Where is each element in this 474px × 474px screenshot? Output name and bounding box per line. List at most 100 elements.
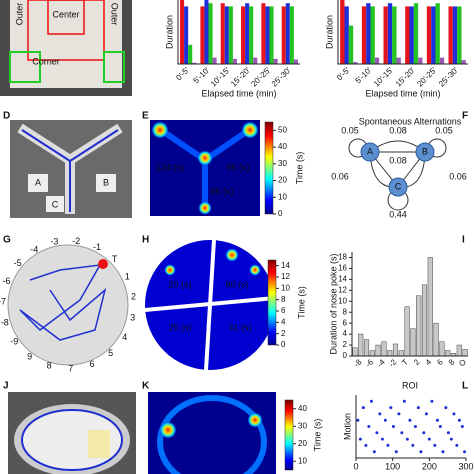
point	[405, 437, 409, 441]
bar	[381, 341, 387, 357]
bar	[452, 6, 458, 64]
diagram-title: Spontaneous Alternations	[359, 116, 462, 126]
point	[457, 418, 461, 422]
x-tick-label: 300	[458, 461, 473, 471]
bar	[261, 3, 266, 64]
bar	[363, 339, 370, 357]
x-tick-label: -6	[364, 357, 376, 369]
point	[367, 425, 371, 428]
bar	[439, 341, 445, 357]
x-tick-label: 4	[424, 357, 434, 367]
edge-label: 0.06	[449, 171, 467, 181]
bar	[387, 3, 393, 64]
heatmap-e	[150, 120, 260, 216]
bar	[433, 322, 439, 357]
x-tick-label: -2	[387, 357, 399, 369]
point	[446, 431, 450, 435]
bar	[273, 58, 278, 64]
panel-letter: F	[462, 111, 468, 122]
colorbar-tick-label: 10	[278, 192, 287, 201]
x-tick-label: 100	[385, 461, 400, 471]
y-axis-label: Duration	[324, 15, 334, 49]
heatmap-h	[144, 239, 276, 371]
point	[378, 412, 382, 416]
hole-label: -9	[10, 337, 18, 347]
hole-label: 6	[89, 359, 94, 369]
point	[422, 431, 426, 435]
node-label: C	[395, 181, 402, 191]
open-field-photo	[0, 0, 132, 96]
x-tick-label: 10'-15'	[209, 65, 232, 88]
y-tick-label: 2	[343, 340, 348, 349]
bar	[204, 0, 209, 64]
bar	[410, 328, 416, 357]
colorbar	[284, 399, 294, 471]
point	[394, 450, 398, 454]
panel-letter: K	[142, 381, 150, 392]
bar	[431, 6, 436, 64]
x-tick-label: 10'-15'	[372, 65, 395, 88]
colorbar-tick-label: 50	[278, 125, 287, 134]
heatmap-label: 124 (s)	[156, 162, 184, 172]
x-tick-label: 0'-5'	[335, 65, 352, 82]
heatmap-label: 86 (s)	[210, 186, 233, 196]
hole-label: -1	[93, 242, 101, 252]
edge-label: 0.06	[331, 171, 349, 181]
hole-label: T	[112, 254, 118, 264]
edge-label: 0.44	[389, 209, 407, 219]
point	[411, 443, 415, 447]
hole-label: 2	[131, 291, 136, 301]
colorbar-tick-label: 0	[281, 340, 286, 349]
bar	[396, 57, 401, 64]
bar	[253, 57, 258, 64]
x-tick-label: 6	[435, 357, 445, 367]
bar	[413, 3, 419, 64]
circular-track-photo	[8, 392, 136, 474]
hole-label: -7	[0, 297, 6, 307]
bar	[427, 257, 433, 357]
y-tick-label: 6	[343, 318, 348, 327]
bar	[249, 6, 254, 64]
point	[430, 399, 434, 403]
node	[388, 177, 408, 197]
heatmap-label: 60 (s)	[225, 279, 248, 289]
hole-label: 7	[68, 363, 73, 373]
x-tick-label: 25'-30'	[270, 65, 293, 88]
x-axis-label: Elapsed time (min)	[365, 88, 440, 98]
axis	[351, 252, 468, 357]
node	[360, 142, 380, 162]
hole-label: 5	[108, 348, 113, 358]
bar	[448, 6, 453, 64]
y-tick-label: 16	[338, 264, 347, 273]
point	[413, 425, 417, 428]
bar	[361, 6, 367, 64]
x-tick-label: 25'-30'	[437, 65, 460, 88]
point	[364, 443, 368, 447]
arm-label: C	[52, 199, 59, 209]
bar	[269, 6, 274, 64]
point	[424, 412, 428, 416]
colorbar-tick-label: 30	[278, 159, 287, 168]
point	[460, 425, 464, 428]
colorbar-tick-label: 40	[278, 142, 287, 151]
hole-label: -4	[30, 244, 38, 254]
bar	[369, 350, 375, 357]
bar	[353, 62, 358, 64]
x-tick-label: 20'-25'	[415, 65, 438, 88]
panel-letter: J	[3, 381, 9, 392]
bar	[340, 0, 345, 64]
hole-label: -3	[50, 237, 58, 247]
y-tick-label: 10	[338, 296, 347, 305]
node	[415, 142, 435, 162]
bar	[383, 6, 388, 64]
bar	[461, 60, 466, 64]
hole-label: 3	[130, 313, 135, 323]
colorbar-label: Time (s)	[294, 152, 304, 185]
edge-label: 0.05	[341, 125, 359, 135]
area-label: Outer	[14, 3, 24, 26]
area-label: Outer	[110, 3, 120, 26]
axis	[177, 0, 300, 65]
point	[383, 418, 387, 422]
hole-label: -6	[3, 276, 11, 286]
